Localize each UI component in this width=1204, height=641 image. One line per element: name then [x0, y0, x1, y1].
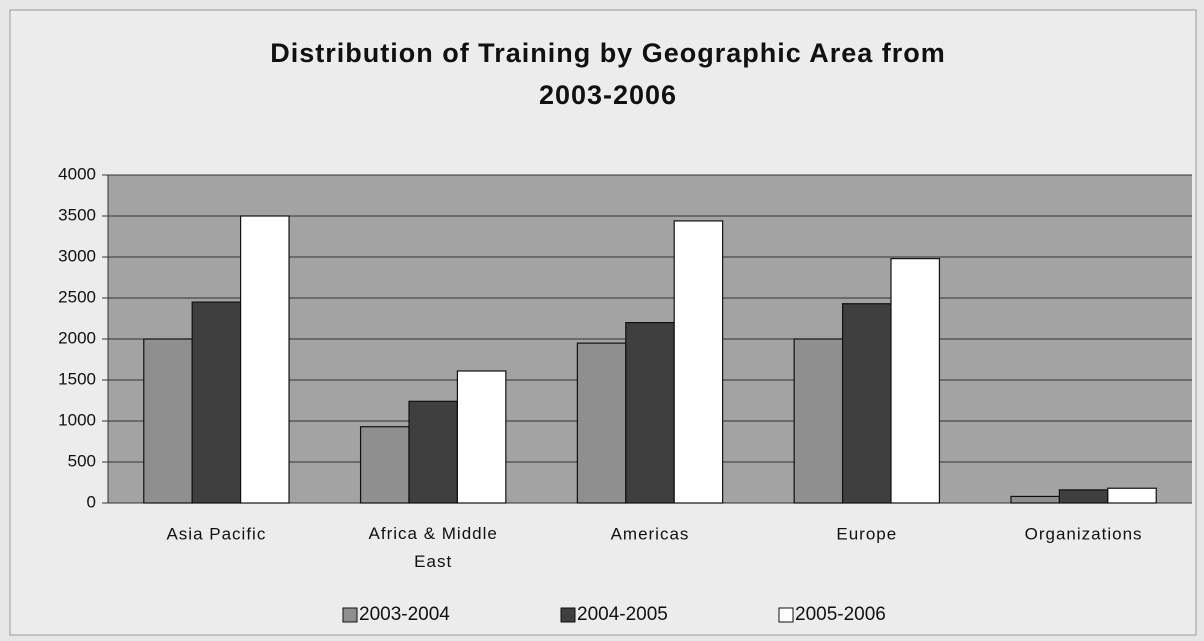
bar [576, 342, 627, 504]
y-tick-label: 1000 [58, 410, 96, 429]
bar [841, 303, 892, 504]
bar [793, 338, 844, 504]
legend-label: 2004-2005 [577, 604, 668, 625]
legend-label: 2003-2004 [359, 604, 450, 625]
bar [1058, 489, 1109, 504]
bar [456, 370, 507, 504]
legend-swatch [560, 607, 576, 623]
x-tick-label: Americas [611, 524, 690, 543]
legend-label: 2005-2006 [795, 604, 886, 625]
bar [240, 215, 290, 504]
x-tick-label: Europe [836, 524, 897, 543]
x-tick-label: Africa & Middle East [369, 524, 498, 571]
legend-swatch [342, 607, 358, 623]
legend-swatch [778, 607, 794, 623]
bar [890, 258, 941, 504]
y-tick-label: 4000 [58, 164, 96, 183]
bar [359, 426, 410, 504]
bar [191, 301, 242, 504]
y-tick-label: 3500 [58, 205, 96, 224]
y-tick-label: 3000 [58, 246, 96, 265]
y-tick-label: 2500 [58, 287, 96, 306]
y-tick-label: 2000 [58, 328, 96, 347]
y-tick-label: 1500 [58, 369, 96, 388]
bar [1010, 495, 1060, 504]
y-tick-label: 0 [87, 492, 96, 511]
x-tick-label: Asia Pacific [166, 524, 266, 543]
y-tick-label: 500 [68, 451, 96, 470]
chart-title: Distribution of Training by Geographic A… [270, 38, 946, 110]
x-tick-label: Organizations [1025, 524, 1143, 543]
bar [1107, 487, 1157, 504]
bar [625, 322, 675, 504]
bar [408, 400, 459, 504]
bar [673, 220, 724, 504]
bar [143, 338, 193, 504]
